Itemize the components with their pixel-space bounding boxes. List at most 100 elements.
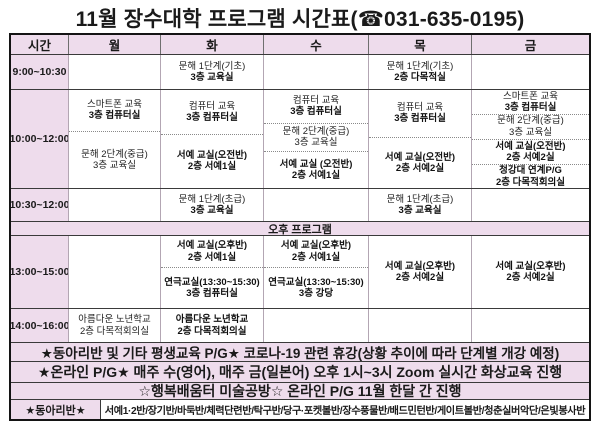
header-mon: 월 <box>68 35 160 54</box>
class-entry: 문해 2단계(중급) 3층 교육실 <box>69 130 160 188</box>
class-room: 2층 서예2실 <box>506 272 555 283</box>
time-label: 14:00~16:00 <box>11 309 68 342</box>
class-entry: 서예 교실(오전반) 2층 서예2실 <box>369 136 471 188</box>
cell-wed: 컴퓨터 교육 3층 컴퓨터실 문해 2단계(중급) 3층 교육실 서예 교실 (… <box>263 90 368 188</box>
class-entry: 연극교실(13:30~15:30) 3층 강당 <box>264 267 368 308</box>
header-time: 시간 <box>11 35 68 54</box>
class-room: 2층 서예2실 <box>395 272 445 283</box>
class-room: 3층 강당 <box>298 288 334 300</box>
class-room: 2층 다목적회의실 <box>177 325 247 337</box>
class-name: 연극교실(13:30~15:30) <box>268 276 364 288</box>
class-name: 서예 교실(오후반) <box>280 240 352 252</box>
class-room: 2층 서예1실 <box>291 251 341 263</box>
class-name: 아름다운 노년학교 <box>78 314 151 326</box>
class-name: 컴퓨터 교육 <box>396 102 444 114</box>
class-room: 3층 교육실 <box>190 205 234 216</box>
row-1030-1200: 10:30~12:00 문해 1단계(초급) 3층 교육실 문해 1단계(초급)… <box>11 188 589 221</box>
class-entry: 컴퓨터 교육 3층 컴퓨터실 <box>369 90 471 137</box>
class-name: 서예 교실(오후반) <box>384 260 456 272</box>
class-room: 3층 컴퓨터실 <box>504 101 557 113</box>
class-name: 스마트폰 교육 <box>502 90 559 102</box>
class-entry: 연극교실(13:30~15:30) 3층 컴퓨터실 <box>161 267 263 308</box>
header-wed: 수 <box>263 35 368 54</box>
class-name: 문해 1단계(기초) <box>386 60 454 72</box>
class-room: 3층 교육실 <box>294 137 338 149</box>
class-entry: 서예 교실(오후반) 2층 서예2실 <box>472 236 589 308</box>
class-name: 문해 2단계(중급) <box>497 115 564 127</box>
cell-mon-empty <box>68 55 160 89</box>
class-name: 컴퓨터 교육 <box>292 95 340 107</box>
class-entry: 문해 1단계(초급) 3층 교육실 <box>161 189 263 221</box>
class-name: 서예 교실(오전반) <box>495 140 566 152</box>
class-room: 3층 교육실 <box>190 72 234 83</box>
club-list: 서예1·2반/장기반/바둑반/체력단련반/탁구반/당구·포켓볼반/장수풍물반/배… <box>101 400 589 419</box>
class-name: 연극교실(13:30~15:30) <box>164 276 260 288</box>
class-name: 문해 2단계(중급) <box>282 125 350 137</box>
class-entry: 서예 교실(오후반) 2층 서예1실 <box>161 236 263 267</box>
cell-mon: 아름다운 노년학교 2층 다목적회의실 <box>68 309 160 342</box>
row-1000-1200: 10:00~12:00 스마트폰 교육 3층 컴퓨터실 문해 2단계(중급) 3… <box>11 89 589 188</box>
cell-fri: 스마트폰 교육 3층 컴퓨터실 문해 2단계(중급) 3층 교육실 서예 교실(… <box>471 90 589 188</box>
class-entry: 문해 1단계(기초) 3층 교육실 <box>161 55 263 89</box>
class-name: 컴퓨터 교육 <box>188 100 236 112</box>
class-room: 2층 서예1실 <box>187 161 237 173</box>
class-room: 2층 다목적실 <box>394 72 446 83</box>
class-room: 2층 다목적회의실 <box>79 325 150 337</box>
cell-wed: 서예 교실(오후반) 2층 서예1실 연극교실(13:30~15:30) 3층 … <box>263 236 368 308</box>
class-name: 서예 교실 (오전반) <box>279 158 353 170</box>
cell-fri-empty <box>471 189 589 221</box>
header-thu: 목 <box>368 35 471 54</box>
class-entry: 서예 교실(오전반) 2층 서예2실 <box>472 138 589 165</box>
header-tue: 화 <box>160 35 263 54</box>
cell-thu-empty <box>368 309 471 342</box>
afternoon-band-label: 오후 프로그램 <box>11 222 589 235</box>
class-room: 3층 교육실 <box>398 205 442 216</box>
class-room: 3층 컴퓨터실 <box>186 288 238 300</box>
row-1400-1600: 14:00~16:00 아름다운 노년학교 2층 다목적회의실 아름다운 노년학… <box>11 308 589 342</box>
time-label: 10:00~12:00 <box>11 90 68 188</box>
header-fri: 금 <box>471 35 589 54</box>
cell-fri-empty <box>471 309 589 342</box>
cell-fri-empty <box>471 55 589 89</box>
note-row-3: ☆행복배움터 미술공방☆ 온라인 P/G 11월 한달 간 진행 <box>11 382 589 399</box>
class-entry: 서예 교실(오전반) 2층 서예1실 <box>161 133 263 188</box>
class-room: 3층 컴퓨터실 <box>186 111 238 123</box>
class-entry: 스마트폰 교육 3층 컴퓨터실 <box>472 90 589 114</box>
class-name: 문해 2단계(중급) <box>81 148 148 160</box>
class-room: 2층 서예1실 <box>187 251 237 263</box>
header-row: 시간 월 화 수 목 금 <box>11 35 589 54</box>
class-entry: 서예 교실(오후반) 2층 서예2실 <box>369 236 471 308</box>
cell-thu: 문해 1단계(초급) 3층 교육실 <box>368 189 471 221</box>
cell-wed-empty <box>263 189 368 221</box>
note-online-program: ★온라인 P/G★ 매주 수(영어), 매주 금(일본어) 오후 1시~3시 Z… <box>11 362 589 382</box>
row-0900-1030: 9:00~10:30 문해 1단계(기초) 3층 교육실 문해 1단계(기초) … <box>11 54 589 89</box>
cell-thu: 컴퓨터 교육 3층 컴퓨터실 서예 교실(오전반) 2층 서예2실 <box>368 90 471 188</box>
club-row: ★동아리반★ 서예1·2반/장기반/바둑반/체력단련반/탁구반/당구·포켓볼반/… <box>11 399 589 419</box>
afternoon-band-row: 오후 프로그램 <box>11 221 589 235</box>
class-entry: 문해 2단계(중급) 3층 교육실 <box>264 122 368 151</box>
class-room: 2층 서예1실 <box>291 169 341 181</box>
note-row-1: ★동아리반 및 기타 평생교육 P/G★ 코로나-19 관련 휴강(상황 추이에… <box>11 342 589 361</box>
class-entry: 문해 1단계(초급) 3층 교육실 <box>369 189 471 221</box>
class-name: 서예 교실(오전반) <box>176 150 248 162</box>
time-label: 10:30~12:00 <box>11 189 68 221</box>
note-row-2: ★온라인 P/G★ 매주 수(영어), 매주 금(일본어) 오후 1시~3시 Z… <box>11 361 589 382</box>
class-entry: 컴퓨터 교육 3층 컴퓨터실 <box>161 90 263 134</box>
class-entry: 컴퓨터 교육 3층 컴퓨터실 <box>264 90 368 123</box>
class-room: 3층 교육실 <box>509 126 552 138</box>
class-entry: 문해 1단계(기초) 2층 다목적실 <box>369 55 471 89</box>
timetable: 시간 월 화 수 목 금 9:00~10:30 문해 1단계(기초) 3층 교육… <box>9 33 591 421</box>
cell-wed-empty <box>263 309 368 342</box>
class-room: 2층 서예2실 <box>395 162 445 174</box>
time-label: 9:00~10:30 <box>11 55 68 89</box>
cell-tue: 컴퓨터 교육 3층 컴퓨터실 서예 교실(오전반) 2층 서예1실 <box>160 90 263 188</box>
row-1300-1500: 13:00~15:00 서예 교실(오후반) 2층 서예1실 연극교실(13:3… <box>11 235 589 308</box>
cell-thu: 문해 1단계(기초) 2층 다목적실 <box>368 55 471 89</box>
class-entry: 청강대 연계P/G 2층 다목적회의실 <box>472 164 589 188</box>
note-club-closure: ★동아리반 및 기타 평생교육 P/G★ 코로나-19 관련 휴강(상황 추이에… <box>11 343 589 361</box>
club-row-label: ★동아리반★ <box>11 400 101 419</box>
class-name: 아름다운 노년학교 <box>175 314 249 326</box>
class-room: 3층 교육실 <box>93 159 136 171</box>
class-name: 스마트폰 교육 <box>86 99 143 111</box>
